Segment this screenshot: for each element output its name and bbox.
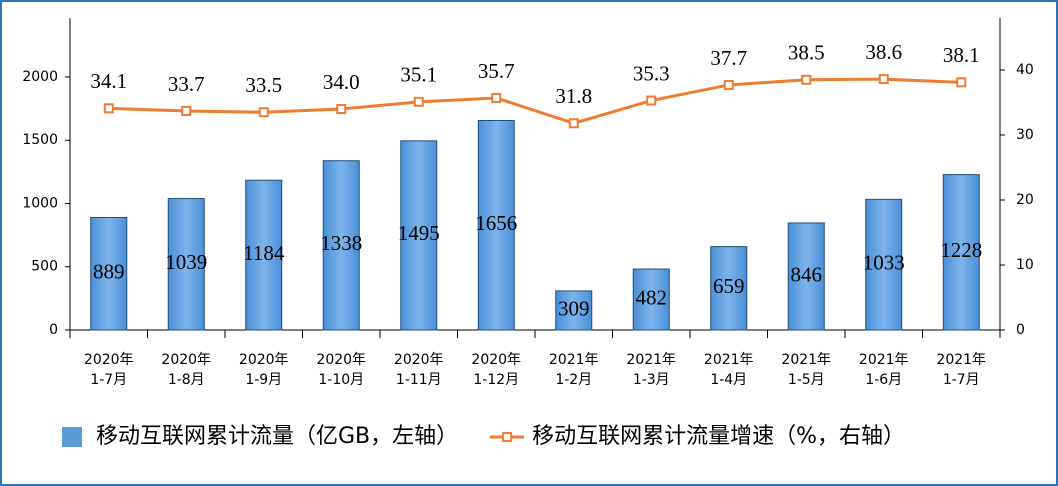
x-tick-label: 2021年 [626,352,676,368]
bar [710,246,748,331]
y-tick-label: 1500 [22,132,58,148]
value-label: 1033 [863,250,905,274]
value-label: 1184 [243,241,285,265]
x-tick-label: 2021年 [781,352,831,368]
value-label: 846 [791,262,823,286]
x-tick-label: 2021年 [936,352,986,368]
legend-label: 移动互联网累计流量增速（%，右轴） [532,424,905,449]
x-tick-label: 1-9月 [245,372,282,388]
x-tick-label: 1-8月 [168,372,205,388]
x-tick-label: 2020年 [239,352,289,368]
marker [491,92,502,103]
bar [787,222,825,331]
x-tick-label: 2021年 [549,352,599,368]
x-tick-label: 2020年 [394,352,444,368]
bar [322,160,360,331]
value-label: 37.7 [710,46,747,70]
bar [942,174,980,331]
marker [258,107,269,118]
value-label: 1656 [475,211,517,235]
value-label: 38.5 [788,41,825,65]
bar [555,290,593,331]
value-label: 35.7 [478,59,515,83]
value-label: 33.5 [245,73,282,97]
marker [956,77,967,88]
x-tick-label: 2020年 [84,352,134,368]
value-label: 482 [636,285,668,309]
x-tick-label: 2020年 [316,352,366,368]
legend-label: 移动互联网累计流量（亿GB，左轴） [96,424,458,449]
bar [865,198,903,331]
x-tick-label: 2021年 [704,352,754,368]
x-tick-label: 2020年 [471,352,521,368]
marker [723,79,734,90]
value-label: 35.1 [400,63,437,87]
marker [103,103,114,114]
value-label: 33.7 [168,72,205,96]
line [108,77,962,125]
bar [167,198,205,331]
value-label: 1039 [165,250,207,274]
marker [181,105,192,116]
value-label: 38.6 [865,40,902,64]
value-label: 889 [93,260,125,284]
x-tick-label: 1-2月 [555,372,592,388]
value-label: 1495 [398,221,440,245]
marker [568,118,579,129]
value-label: 34.0 [323,70,360,94]
bar [400,140,438,331]
x-tick-label: 2021年 [859,352,909,368]
y2-tick-label: 20 [1016,192,1034,208]
y2-tick-label: 30 [1016,127,1034,143]
bar [632,268,670,331]
x-tick-label: 1-6月 [865,372,902,388]
value-label: 34.1 [90,69,127,93]
bar [477,119,515,331]
y-tick-label: 500 [31,259,58,275]
x-tick-label: 1-7月 [943,372,980,388]
y2-tick-label: 40 [1016,62,1034,78]
y-tick-label: 1000 [22,195,58,211]
x-tick-label: 1-7月 [90,372,127,388]
legend-swatch [62,427,82,447]
x-tick-label: 1-4月 [710,372,747,388]
x-tick-label: 1-5月 [788,372,825,388]
value-label: 31.8 [555,84,592,108]
bar [90,217,128,331]
marker [801,74,812,85]
value-label: 1228 [940,238,982,262]
y-tick-label: 2000 [22,69,58,85]
marker [878,74,889,85]
y-tick-label: 0 [49,322,58,338]
marker [646,95,657,106]
y2-tick-label: 0 [1016,322,1025,338]
y2-tick-label: 10 [1016,257,1034,273]
value-label: 1338 [320,231,362,255]
value-label: 309 [558,296,590,320]
value-label: 38.1 [943,43,980,67]
x-tick-label: 1-10月 [318,372,364,388]
marker [336,104,347,114]
value-label: 35.3 [633,61,670,85]
value-label: 659 [713,274,745,298]
x-tick-label: 1-12月 [473,372,519,388]
x-tick-label: 2020年 [161,352,211,368]
x-tick-label: 1-3月 [633,372,670,388]
x-tick-label: 1-11月 [396,372,442,388]
legend-swatch [502,432,513,442]
marker [413,96,424,107]
bar [245,179,283,331]
